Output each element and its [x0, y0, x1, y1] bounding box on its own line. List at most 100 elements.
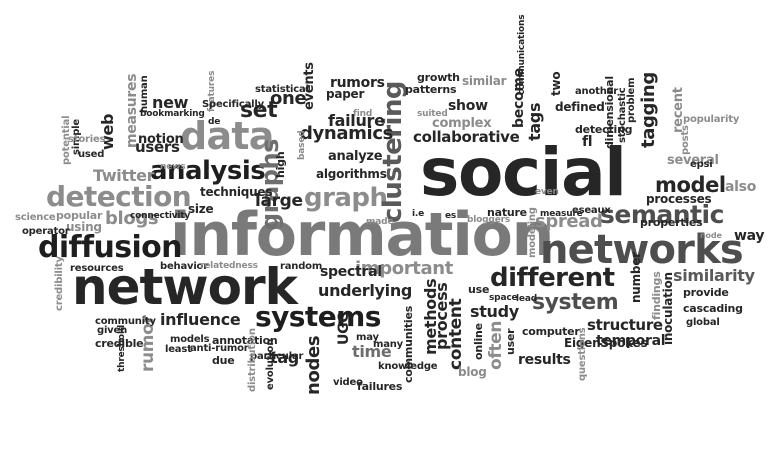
word-least: least	[165, 344, 192, 355]
word-anti-rumor: anti-rumor	[190, 343, 249, 354]
word-users: users	[135, 138, 180, 156]
word-science: science	[15, 212, 56, 223]
word-relatedness: relatedness	[200, 261, 258, 271]
word-information: information	[170, 200, 554, 270]
word-popular: popular	[56, 209, 103, 222]
word-video: video	[333, 377, 363, 388]
word-made: made	[366, 217, 394, 227]
word-specifically: Specifically	[202, 99, 264, 110]
word-processes: processes	[646, 192, 712, 206]
word-failures: failures	[357, 380, 403, 393]
word-news: news	[160, 162, 186, 172]
word-two: two	[549, 71, 563, 96]
word-new: new	[152, 93, 189, 112]
word-tagging: tagging	[638, 72, 659, 148]
word-networks: networks	[540, 227, 744, 273]
word-analyze: analyze	[328, 149, 383, 164]
word-findings: findings	[650, 271, 663, 320]
word-bloggers: bloggers	[467, 215, 511, 225]
word-several: several	[667, 153, 719, 168]
word-study: study	[470, 302, 519, 321]
word-connectivity: connectivity	[130, 211, 191, 221]
word-notion: notion	[138, 132, 184, 147]
word-es: es	[445, 211, 457, 221]
word-ugc: UGC	[336, 312, 352, 345]
word-blog: blog	[458, 365, 487, 379]
word-number: number	[629, 252, 643, 303]
word-eigenspokes: EigenSpokes	[564, 336, 648, 350]
word-results: results	[518, 352, 571, 368]
word-systems: systems	[255, 300, 381, 333]
word-rumors: rumors	[330, 75, 385, 91]
word-different: different	[490, 263, 615, 293]
word-community: community	[95, 316, 156, 327]
word-twitter: Twitter	[93, 166, 155, 185]
word-knowledge: knowledge	[378, 361, 438, 372]
word-communities: communities	[402, 305, 415, 383]
word-tags: tags	[525, 102, 544, 141]
word-properties: properties	[640, 216, 703, 229]
word-suited: suited	[417, 109, 448, 119]
word-given: given	[97, 325, 128, 336]
word-graph: graph	[304, 183, 388, 213]
word-eseaux: eseaux	[572, 205, 611, 216]
word-random: random	[280, 261, 323, 272]
word-lead: lead	[516, 294, 537, 304]
word-paper: paper	[326, 87, 365, 101]
word-nature: nature	[487, 206, 527, 219]
word-tag: tag	[270, 348, 299, 367]
word-problem: problem	[626, 77, 637, 123]
word-cascading: cascading	[683, 302, 743, 315]
word-growth: growth	[417, 71, 460, 84]
word-computer: computer	[522, 325, 580, 338]
word-behavior: behavior	[160, 261, 208, 272]
word-influence: influence	[160, 310, 241, 329]
word-i-e: i.e	[412, 209, 425, 219]
word-algorithms: algorithms	[316, 167, 387, 181]
word-defined: defined	[555, 100, 605, 114]
word-dimensional: dimensional	[603, 76, 616, 149]
word-distribution: distribution	[247, 328, 258, 392]
word-also: also	[725, 179, 757, 195]
word-user: user	[504, 328, 517, 355]
word-annotation: annotation	[212, 334, 278, 347]
word-often: often	[486, 320, 506, 370]
word-human: human	[139, 75, 150, 113]
word-diffusion: diffusion	[38, 230, 183, 265]
word-collaborative: collaborative	[413, 128, 520, 146]
word-way: way	[734, 228, 765, 244]
word-show: show	[448, 98, 488, 114]
word-evolution: evolution	[265, 338, 276, 390]
word-semantic: semantic	[600, 200, 724, 229]
word-spread: spread	[535, 211, 603, 232]
word-one: one	[270, 88, 307, 109]
word-use: use	[468, 283, 490, 296]
word-even: even	[535, 187, 559, 197]
word-stories: stories	[68, 134, 106, 145]
word-detection: detection	[46, 180, 192, 213]
word-time: time	[352, 342, 392, 361]
word-patterns: patterns	[405, 83, 457, 96]
word-may: may	[356, 332, 379, 343]
word-online: online	[472, 323, 485, 360]
word-detecting: detecting	[575, 123, 633, 136]
word-operator: operator	[22, 226, 70, 237]
word-dynamics: dynamics	[300, 123, 394, 144]
word-using: using	[66, 220, 102, 234]
word-inoculation: inoculation	[661, 272, 675, 345]
word-measures: measures	[124, 73, 140, 148]
word-high: high	[274, 151, 287, 178]
word-de: de	[208, 117, 221, 127]
word-measure: measure	[540, 209, 583, 219]
word-temporal: temporal	[596, 333, 666, 349]
word-bookmarking: bookmarking	[140, 109, 205, 119]
word-threshold: threshold	[117, 324, 127, 372]
word-popularity: popularity	[683, 114, 740, 125]
word-node: node	[700, 231, 722, 240]
word-fl: fl	[582, 134, 593, 150]
word-size: size	[188, 202, 214, 216]
word-techniques: techniques	[200, 185, 273, 199]
word-important: important	[355, 258, 453, 279]
word-many: many	[373, 339, 404, 350]
